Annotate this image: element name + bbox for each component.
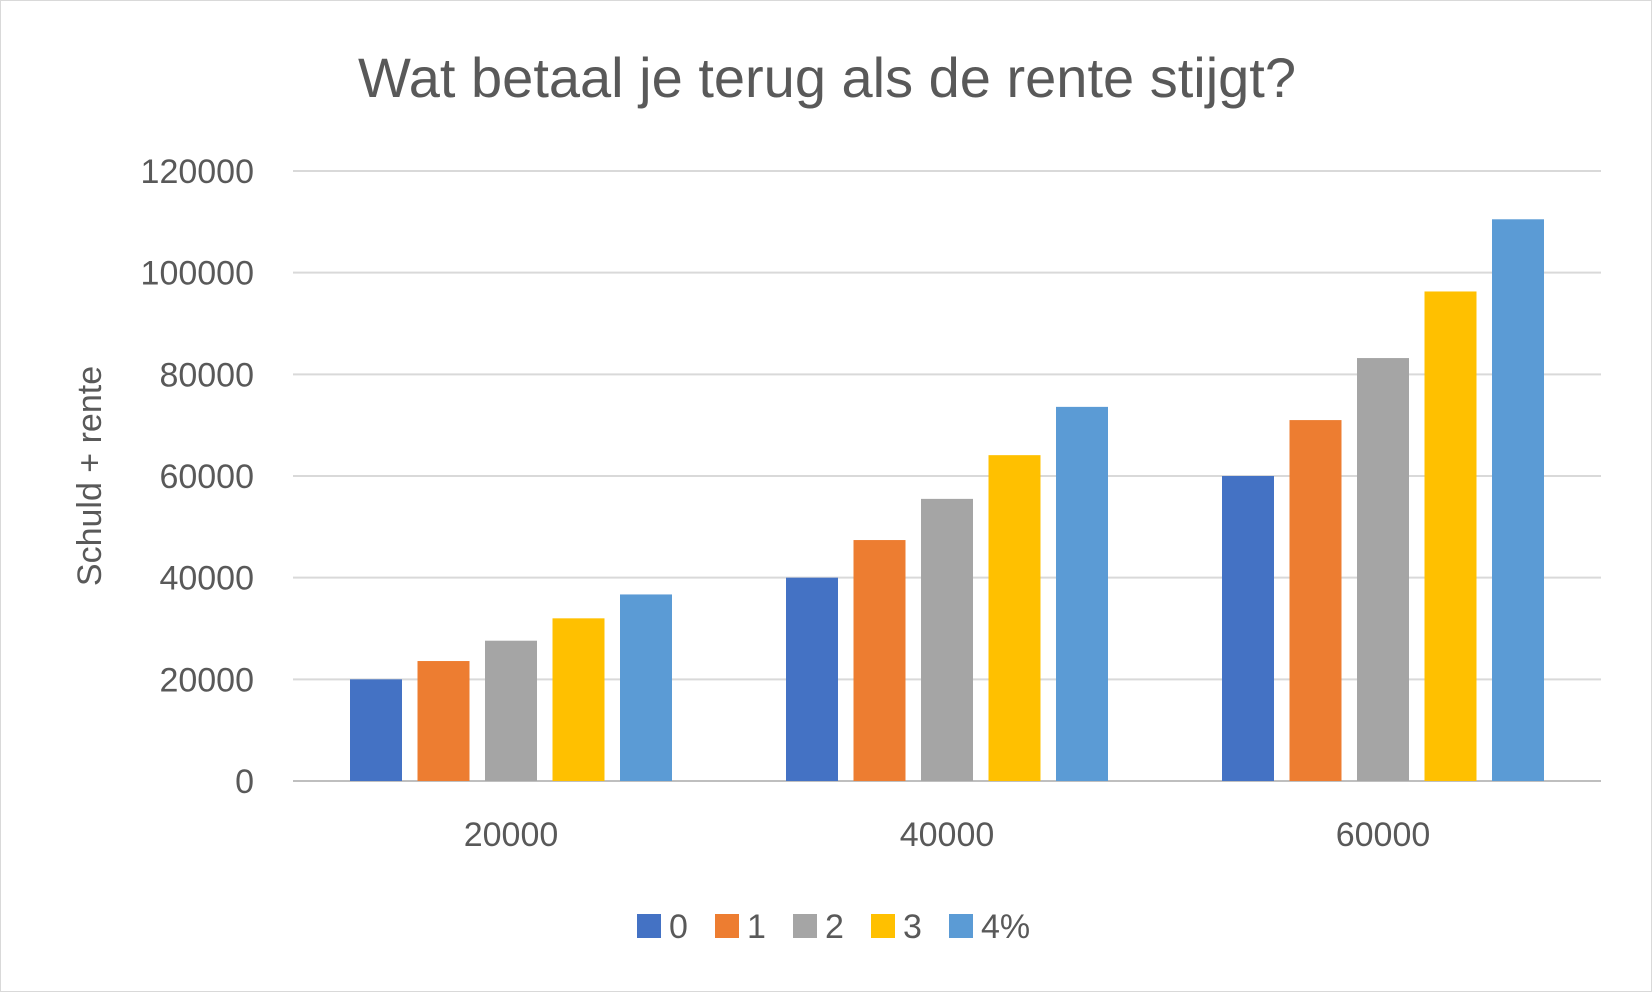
- bar-20000-1: [417, 661, 470, 781]
- legend-item-1: 1: [715, 908, 766, 946]
- legend-swatch: [715, 914, 739, 938]
- bars: [350, 219, 1544, 781]
- bar-20000-3: [552, 618, 605, 781]
- bar-40000-1: [853, 540, 906, 781]
- y-axis-ticks: 0 20000 40000 60000 80000 100000 120000: [141, 153, 254, 801]
- bar-20000-4pct: [620, 594, 672, 781]
- y-tick-label: 60000: [159, 458, 254, 496]
- y-tick-label: 80000: [159, 356, 254, 394]
- legend-swatch: [793, 914, 817, 938]
- chart-title: Wat betaal je terug als de rente stijgt?: [358, 46, 1296, 109]
- x-axis-ticks: 20000 40000 60000: [464, 816, 1431, 854]
- bar-20000-2: [485, 640, 537, 781]
- bar-60000-2: [1357, 358, 1409, 781]
- legend-item-0: 0: [637, 908, 688, 946]
- x-tick-label: 40000: [900, 816, 995, 854]
- y-tick-label: 40000: [159, 560, 254, 598]
- legend-label: 3: [903, 908, 922, 946]
- x-tick-label: 60000: [1336, 816, 1431, 854]
- legend-item-2: 2: [793, 908, 844, 946]
- x-tick-label: 20000: [464, 816, 559, 854]
- bar-40000-3: [988, 455, 1041, 781]
- legend-item-4pct: 4%: [949, 908, 1030, 946]
- y-axis-title: Schuld + rente: [71, 366, 109, 586]
- bar-40000-2: [921, 498, 973, 781]
- legend-item-3: 3: [871, 908, 922, 946]
- bar-40000-4pct: [1056, 406, 1108, 781]
- legend-swatch: [637, 914, 661, 938]
- y-tick-label: 100000: [141, 255, 254, 293]
- legend-swatch: [871, 914, 895, 938]
- bar-60000-4pct: [1492, 219, 1544, 781]
- y-tick-label: 120000: [141, 153, 254, 191]
- bar-60000-1: [1289, 420, 1342, 781]
- legend-label: 1: [747, 908, 766, 946]
- legend-label: 0: [669, 908, 688, 946]
- bar-40000-0: [786, 577, 838, 781]
- legend: 0 1 2 3 4%: [637, 908, 1030, 946]
- legend-swatch: [949, 914, 973, 938]
- bar-60000-0: [1222, 476, 1274, 781]
- y-tick-label: 20000: [159, 661, 254, 699]
- bar-20000-0: [350, 679, 402, 781]
- legend-label: 4%: [981, 908, 1030, 946]
- bar-60000-3: [1424, 291, 1477, 781]
- legend-label: 2: [825, 908, 844, 946]
- y-tick-label: 0: [235, 763, 254, 801]
